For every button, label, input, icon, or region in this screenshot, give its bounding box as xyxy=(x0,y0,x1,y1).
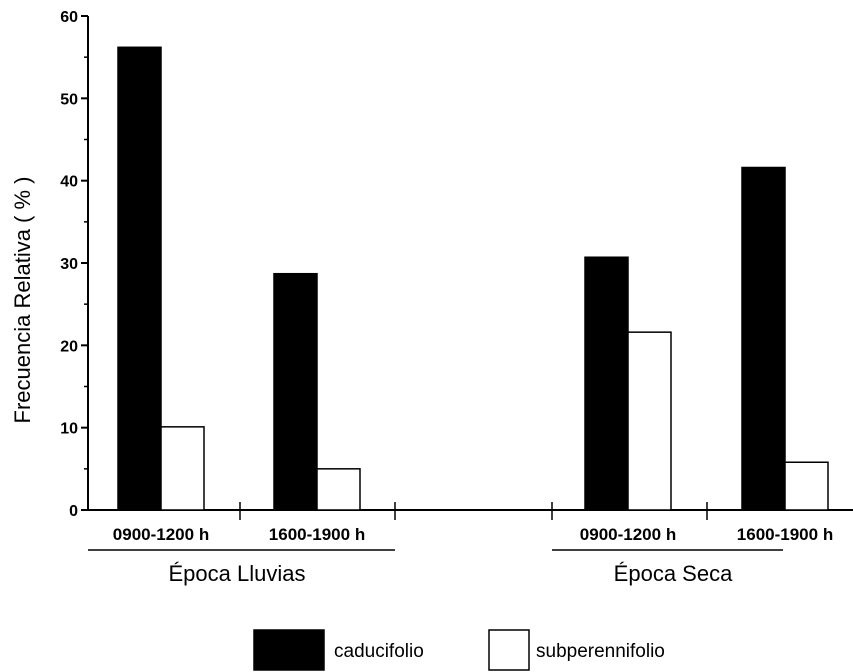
bar-subperennifolio-3 xyxy=(784,461,829,511)
x-category-label: 0900-1200 h xyxy=(580,525,676,544)
legend-label-subperennifolio: subperennifolio xyxy=(536,641,665,662)
x-category-label: 1600-1900 h xyxy=(737,525,833,544)
legend-label-caducifolio: caducifolio xyxy=(334,641,424,662)
bar-caducifolio-0 xyxy=(117,46,162,511)
legend-swatch-caducifolio xyxy=(253,629,325,671)
legend: caducifolio subperennifolio xyxy=(253,629,665,671)
y-tick-label: 50 xyxy=(60,91,78,108)
y-axis-title: Frecuencia Relativa ( % ) xyxy=(10,177,35,424)
y-tick-label: 40 xyxy=(60,174,78,191)
y-tick-label: 30 xyxy=(60,256,78,273)
bar-caducifolio-1 xyxy=(273,272,318,511)
labels: 0 10 20 30 40 50 60 0900-1200 h 1600-1900 h 0900-… xyxy=(60,9,833,586)
x-category-label: 0900-1200 h xyxy=(113,525,209,544)
group-label: Época Seca xyxy=(614,561,733,586)
bar-subperennifolio-2 xyxy=(627,331,672,511)
bar-caducifolio-2 xyxy=(584,256,629,511)
x-category-label: 1600-1900 h xyxy=(269,525,365,544)
bar-subperennifolio-0 xyxy=(160,426,205,511)
group-label: Época Lluvias xyxy=(169,561,306,586)
axes xyxy=(81,15,853,551)
bar-caducifolio-3 xyxy=(741,166,786,511)
legend-swatch-subperennifolio xyxy=(488,629,530,671)
bars xyxy=(117,46,829,511)
y-tick-label: 60 xyxy=(60,9,78,26)
y-tick-label: 10 xyxy=(60,421,78,438)
y-tick-label: 20 xyxy=(60,338,78,355)
y-tick-label: 0 xyxy=(69,503,78,520)
bar-subperennifolio-1 xyxy=(316,468,361,511)
